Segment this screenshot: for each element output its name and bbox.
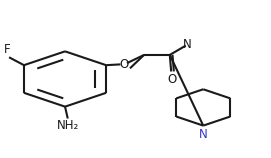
- Text: NH₂: NH₂: [57, 119, 79, 132]
- Text: O: O: [119, 58, 128, 71]
- Text: O: O: [167, 73, 176, 86]
- Text: F: F: [4, 43, 10, 56]
- Text: N: N: [199, 128, 208, 141]
- Text: N: N: [183, 38, 192, 51]
